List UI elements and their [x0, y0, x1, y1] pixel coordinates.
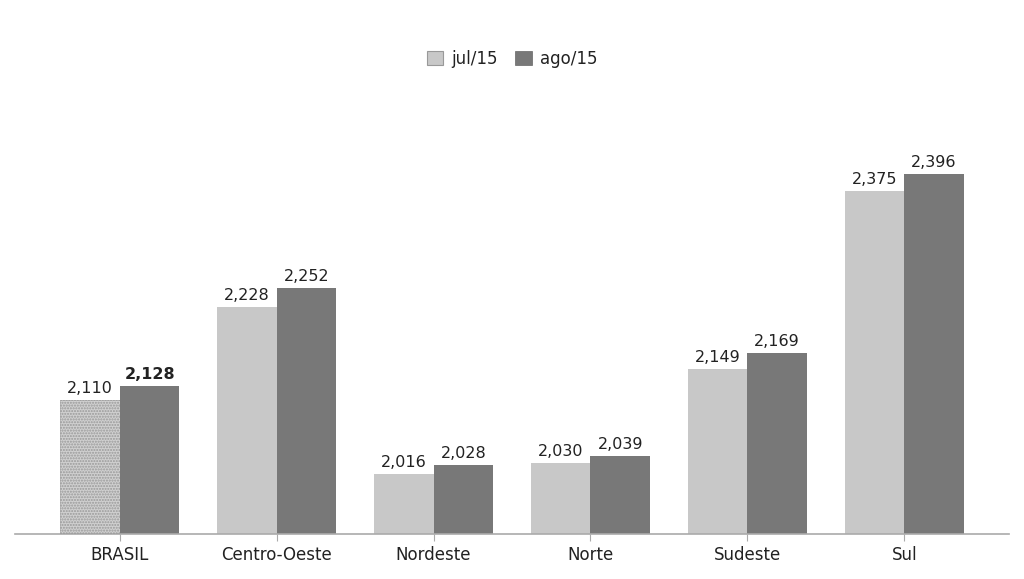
- Bar: [374, 474, 433, 579]
- Bar: [60, 400, 120, 579]
- Text: 2,375: 2,375: [852, 172, 897, 186]
- Text: 2,110: 2,110: [67, 381, 113, 396]
- Text: 2,039: 2,039: [597, 437, 643, 452]
- Text: 2,028: 2,028: [440, 446, 486, 461]
- Bar: [591, 456, 650, 579]
- Bar: [530, 463, 591, 579]
- Legend: jul/15, ago/15: jul/15, ago/15: [420, 43, 604, 75]
- Text: 2,149: 2,149: [694, 350, 740, 365]
- Text: 2,252: 2,252: [284, 269, 330, 284]
- Text: 2,016: 2,016: [381, 455, 427, 470]
- Text: 2,396: 2,396: [911, 155, 956, 170]
- Text: 2,030: 2,030: [538, 444, 584, 459]
- Text: 2,169: 2,169: [755, 335, 800, 349]
- Text: 2,228: 2,228: [224, 288, 269, 303]
- Bar: [217, 307, 276, 579]
- Bar: [276, 288, 336, 579]
- Bar: [120, 386, 179, 579]
- Bar: [845, 190, 904, 579]
- Bar: [433, 465, 494, 579]
- Text: 2,128: 2,128: [124, 367, 175, 382]
- Bar: [60, 400, 120, 579]
- Bar: [904, 174, 964, 579]
- Bar: [748, 353, 807, 579]
- Bar: [688, 369, 748, 579]
